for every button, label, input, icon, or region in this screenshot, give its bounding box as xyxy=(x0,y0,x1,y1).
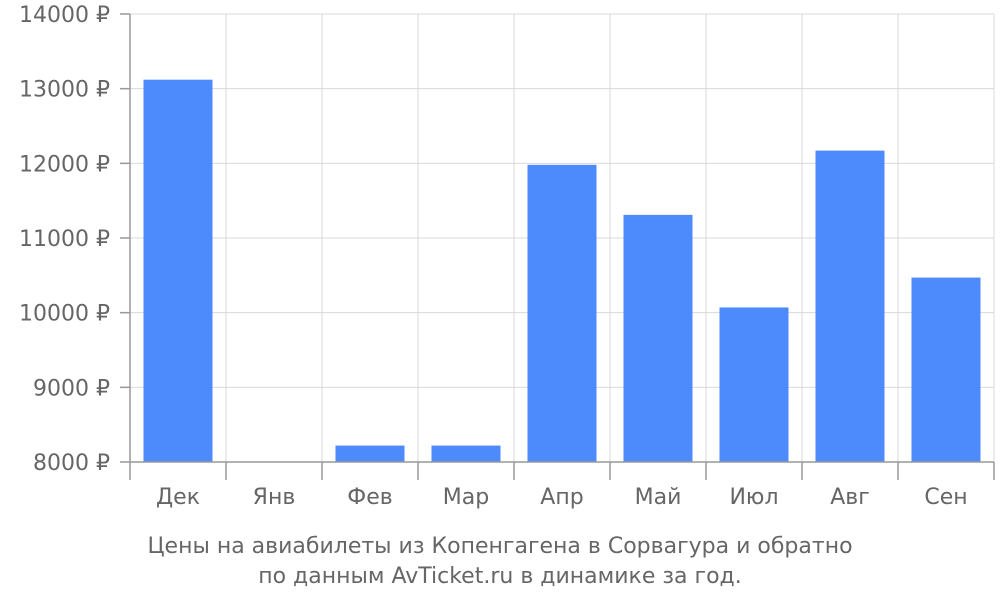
bars xyxy=(143,79,981,462)
x-tick-label: Июл xyxy=(729,485,778,510)
y-tick-label: 11000 ₽ xyxy=(19,227,110,252)
x-tick-label: Авг xyxy=(830,485,870,510)
bar-4 xyxy=(431,445,501,462)
x-tick-label: Янв xyxy=(253,485,296,510)
y-tick-label: 13000 ₽ xyxy=(19,78,110,103)
grid-lines xyxy=(129,13,995,463)
y-tick-label: 14000 ₽ xyxy=(19,3,110,28)
y-tick-label: 9000 ₽ xyxy=(33,376,110,401)
bar-9 xyxy=(911,277,981,462)
bar-7 xyxy=(719,307,789,462)
bar-8 xyxy=(815,150,885,462)
x-tick-label: Мар xyxy=(443,485,489,510)
y-tick-label: 8000 ₽ xyxy=(33,451,110,476)
x-tick-label: Апр xyxy=(540,485,583,510)
axes xyxy=(120,13,995,480)
chart-caption-line-1: Цены на авиабилеты из Копенгагена в Сорв… xyxy=(147,534,853,559)
bar-3 xyxy=(335,445,405,462)
bar-6 xyxy=(623,214,693,462)
y-tick-label: 12000 ₽ xyxy=(19,152,110,177)
x-tick-label: Сен xyxy=(924,485,967,510)
tick-labels: 8000 ₽ 9000 ₽ 10000 ₽ 11000 ₽ 12000 ₽ 13000 ₽… xyxy=(19,3,968,510)
bar-1 xyxy=(143,79,213,462)
y-tick-label: 10000 ₽ xyxy=(19,302,110,327)
chart-caption-line-2: по данным AvTicket.ru в динамике за год. xyxy=(258,564,742,589)
price-bar-chart: 8000 ₽ 9000 ₽ 10000 ₽ 11000 ₽ 12000 ₽ 13000 ₽… xyxy=(19,3,995,510)
bar-5 xyxy=(527,164,597,462)
x-tick-label: Май xyxy=(635,485,682,510)
x-tick-label: Фев xyxy=(347,485,392,510)
x-tick-label: Дек xyxy=(156,485,200,510)
